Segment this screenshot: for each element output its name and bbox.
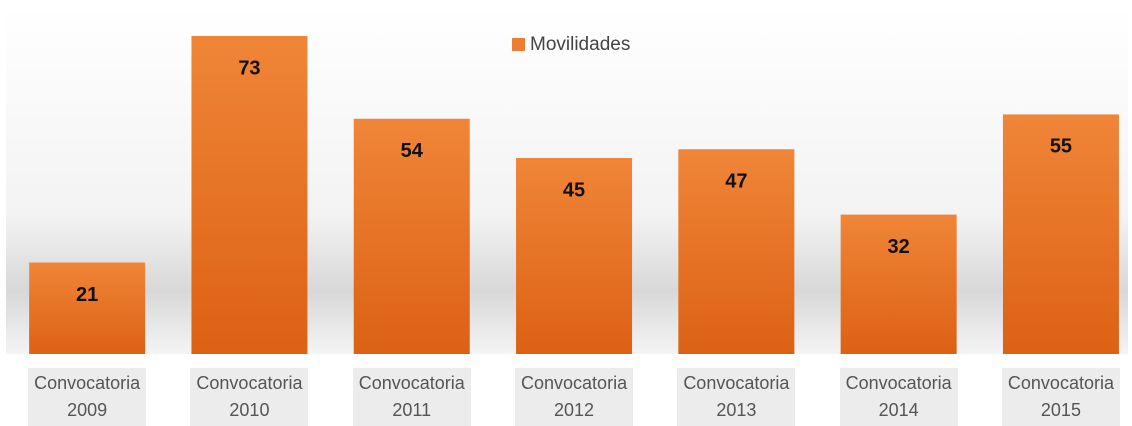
x-tick-label: Convocatoria 2011 — [352, 368, 471, 426]
x-tick-label: Convocatoria 2010 — [190, 368, 309, 426]
bar — [29, 262, 146, 354]
x-tick-label: Convocatoria 2014 — [839, 368, 958, 426]
x-tick-label: Convocatoria 2013 — [677, 368, 796, 426]
data-label: 55 — [1050, 136, 1072, 158]
data-label: 32 — [888, 236, 910, 258]
bar — [353, 118, 470, 354]
x-tick-label: Convocatoria 2012 — [515, 368, 634, 426]
x-tick-label: Convocatoria 2009 — [28, 368, 147, 426]
data-label: 73 — [238, 57, 260, 79]
data-label: 21 — [76, 284, 98, 306]
bar — [516, 157, 633, 354]
x-tick-label: Convocatoria 2015 — [1001, 368, 1120, 426]
legend-swatch — [512, 38, 525, 51]
data-label: 45 — [563, 179, 585, 201]
data-label: 54 — [401, 140, 424, 162]
data-label: 47 — [725, 171, 747, 193]
bar — [191, 36, 308, 355]
bar — [840, 214, 957, 354]
legend-label: Movilidades — [530, 34, 630, 55]
bar — [1002, 114, 1119, 354]
bar — [678, 149, 795, 354]
